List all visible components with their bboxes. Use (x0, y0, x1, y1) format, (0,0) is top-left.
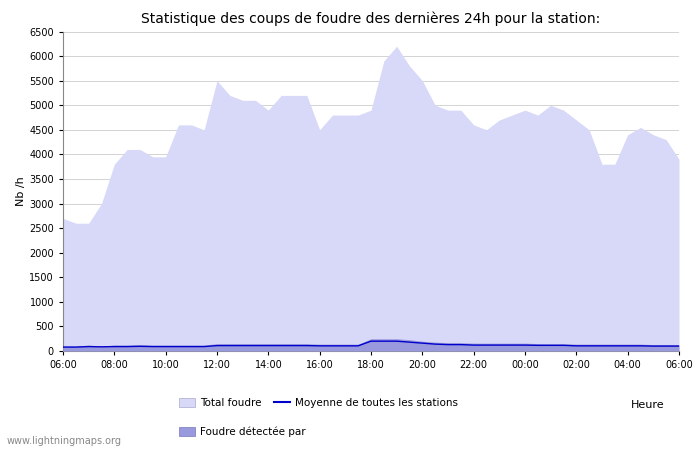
Y-axis label: Nb /h: Nb /h (16, 176, 27, 206)
Text: www.lightningmaps.org: www.lightningmaps.org (7, 436, 122, 446)
Title: Statistique des coups de foudre des dernières 24h pour la station:: Statistique des coups de foudre des dern… (141, 12, 601, 26)
Legend: Foudre détectée par: Foudre détectée par (179, 427, 305, 437)
Text: Heure: Heure (631, 400, 665, 410)
